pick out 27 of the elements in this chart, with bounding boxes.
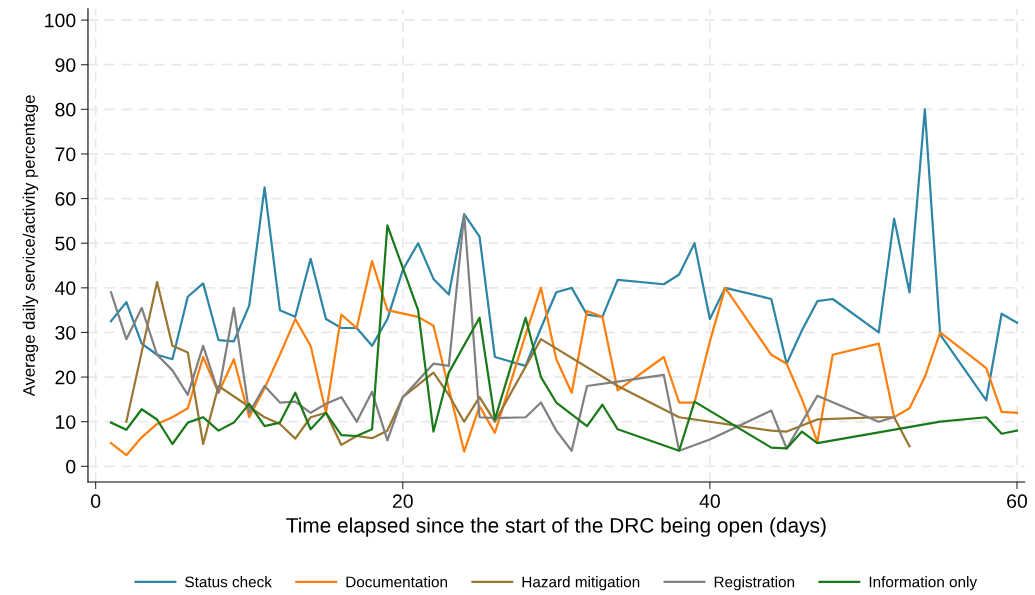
y-tick-label: 60 xyxy=(55,192,76,206)
y-tick-label: 50 xyxy=(55,236,76,251)
legend-label: Hazard mitigation xyxy=(522,576,640,591)
y-tick-label: 70 xyxy=(55,147,76,162)
y-tick-label: 80 xyxy=(55,102,76,117)
legend-label: Documentation xyxy=(346,576,448,588)
y-tick-label: 90 xyxy=(55,58,76,72)
y-tick-label: 10 xyxy=(56,415,76,429)
legend-label: Information only xyxy=(869,576,978,591)
y-tick-label: 30 xyxy=(55,325,76,340)
legend-label: Status check xyxy=(185,576,272,588)
x-axis-title: Time elapsed since the start of the DRC being open (days) xyxy=(286,517,826,537)
line-series xyxy=(109,213,896,452)
line-series xyxy=(125,280,911,448)
line-series xyxy=(109,108,1019,402)
y-tick-label: 40 xyxy=(54,281,76,296)
line-series xyxy=(109,259,1019,457)
x-tick-label: 60 xyxy=(1007,494,1028,509)
y-tick-label: 20 xyxy=(55,370,76,385)
y-tick-label: 0 xyxy=(66,459,76,474)
x-tick-label: 20 xyxy=(392,494,413,509)
x-tick-label: 0 xyxy=(91,494,101,509)
line-series xyxy=(109,224,1019,452)
x-tick-label: 40 xyxy=(699,494,720,509)
y-axis-title: Average daily service/activity percentage xyxy=(22,95,39,397)
y-tick-label: 100 xyxy=(45,13,76,28)
legend-label: Registration xyxy=(714,576,795,591)
